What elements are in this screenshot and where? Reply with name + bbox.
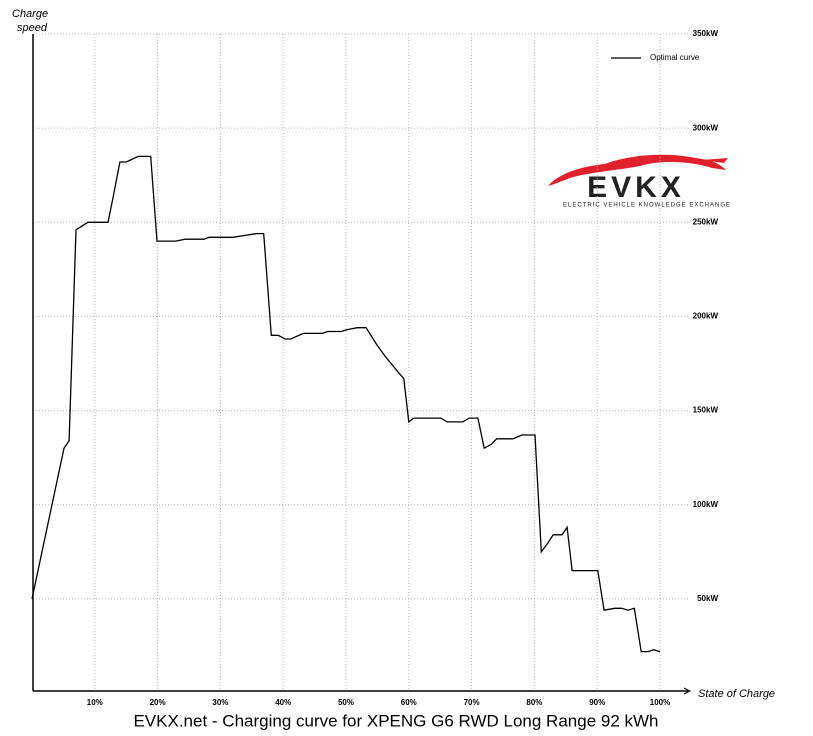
x-tick-label: 100% bbox=[650, 698, 670, 707]
y-tick-label: 350kW bbox=[693, 29, 719, 38]
y-axis-label: Charge bbox=[12, 8, 48, 20]
chart-title: EVKX.net - Charging curve for XPENG G6 R… bbox=[133, 711, 658, 730]
logo-text: EVKX bbox=[587, 171, 685, 204]
x-axis-arrow bbox=[683, 687, 692, 695]
y-tick-label: 100kW bbox=[693, 500, 719, 509]
x-tick-label: 10% bbox=[87, 698, 103, 707]
x-tick-label: 70% bbox=[464, 698, 480, 707]
x-tick-label: 50% bbox=[338, 698, 354, 707]
x-tick-label: 20% bbox=[150, 698, 166, 707]
y-tick-label: 150kW bbox=[693, 406, 719, 415]
legend-label: Optimal curve bbox=[650, 53, 700, 62]
x-tick-label: 90% bbox=[589, 698, 605, 707]
y-tick-label: 50kW bbox=[697, 594, 718, 603]
x-tick-label: 60% bbox=[401, 698, 417, 707]
logo-tagline: ELECTRIC VEHICLE KNOWLEDGE EXCHANGE bbox=[563, 203, 731, 209]
y-axis-label: speed bbox=[17, 22, 48, 34]
x-tick-label: 80% bbox=[526, 698, 542, 707]
x-tick-label: 40% bbox=[275, 698, 291, 707]
x-tick-label: 30% bbox=[212, 698, 228, 707]
logo: EVKX ELECTRIC VEHICLE KNOWLEDGE EXCHANGE bbox=[548, 154, 731, 209]
y-tick-label: 200kW bbox=[693, 312, 719, 321]
data-line bbox=[31, 155, 661, 653]
y-tick-label: 300kW bbox=[693, 123, 719, 132]
y-tick-label: 250kW bbox=[693, 217, 719, 226]
x-axis-label: State of Charge bbox=[698, 688, 775, 700]
